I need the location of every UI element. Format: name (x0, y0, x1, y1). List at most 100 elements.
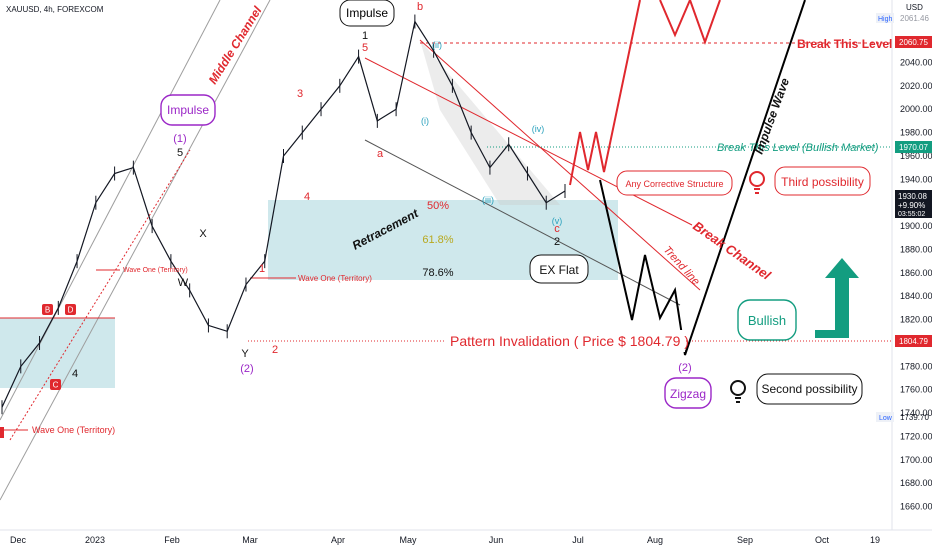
y-tick-label: 1680.00 (900, 478, 932, 488)
wave-i: (i) (421, 116, 429, 126)
low-value: 1739.70 (900, 413, 929, 422)
bullish-box (737, 299, 797, 341)
y-tick-label: 1720.00 (900, 431, 932, 441)
wave-a: a (377, 148, 384, 160)
second-possibility-path (599, 0, 806, 356)
impulse-top-box (339, 0, 395, 27)
channel-lower (0, 0, 271, 501)
y-tick-label: 2000.00 (900, 104, 932, 114)
second-possibility-box (756, 373, 863, 405)
wave-iii: (iii) (482, 195, 494, 205)
wave-one-territory-mid: Wave One (Territory) (123, 267, 188, 274)
y-tick-label: 1960.00 (900, 151, 932, 161)
triangle-zone (420, 40, 560, 205)
currency-label: USD (906, 3, 923, 12)
break-level-badge (895, 36, 932, 48)
wave-v: (v) (552, 216, 563, 226)
y-tick-label: 1860.00 (900, 268, 932, 278)
box-b-marker (42, 304, 53, 315)
impulse-left-label: Impulse (167, 103, 209, 117)
x-tick-label: Apr (331, 535, 345, 545)
invalidation-badge (895, 335, 932, 347)
box-c-marker (50, 379, 61, 390)
wave-1-black: 1 (362, 30, 368, 42)
box-c-label: C (53, 381, 59, 390)
change-value: +9.90% (898, 201, 925, 210)
countdown-value: 03:55:02 (898, 211, 925, 218)
high-tag-bg (876, 13, 894, 23)
x-tick-label: Aug (647, 535, 663, 545)
zigzag-label: Zigzag (670, 387, 706, 401)
fib-618-label: 61.8% (422, 234, 453, 246)
fib-50-label: 50% (427, 200, 449, 212)
y-tick-label: 2040.00 (900, 57, 932, 67)
bullish-label: Bullish (748, 313, 786, 328)
wave-iv: (iv) (532, 124, 545, 134)
wave-4-red: 4 (304, 191, 310, 203)
wave-one-territory-bottom: Wave One (Territory) (32, 425, 115, 435)
y-tick-label: 1780.00 (900, 361, 932, 371)
y-tick-label: 1980.00 (900, 128, 932, 138)
any-corrective-label: Any Corrective Structure (625, 179, 723, 189)
y-tick-label: 1840.00 (900, 291, 932, 301)
x-tick-label: Sep (737, 535, 753, 545)
wave-2-zigzag: (2) (678, 362, 691, 374)
channel-upper (0, 0, 221, 421)
top-zigzag-path (659, 0, 721, 45)
y-tick-label: 1660.00 (900, 502, 932, 512)
lightbulb-black-icon (730, 380, 746, 403)
wave-ii: (ii) (432, 40, 442, 50)
pattern-invalidation-label: Pattern Invalidation ( Price $ 1804.79 ) (450, 333, 689, 349)
third-possibility-path (569, 0, 641, 186)
current-price-value: 1930.08 (898, 192, 927, 201)
x-tick-label: 19 (870, 535, 880, 545)
wave-1-purple: (1) (173, 133, 186, 145)
y-tick-label: 1820.00 (900, 315, 932, 325)
y-tick-label: 1760.00 (900, 385, 932, 395)
x-tick-label: Dec (10, 535, 27, 545)
base-channel-line (364, 139, 681, 306)
y-tick-label: 1900.00 (900, 221, 932, 231)
low-tag: Low (879, 415, 893, 422)
wave-2-purple: (2) (240, 363, 253, 375)
impulse-left-box (160, 94, 216, 126)
trend-line (419, 39, 701, 291)
y-tick-label: 1740.00 (900, 408, 932, 418)
wave-c: c (554, 223, 560, 235)
wave-5-red: 5 (362, 42, 368, 54)
ex-flat-box (529, 254, 589, 284)
current-price-badge (895, 190, 932, 218)
invalidation-label-bg (445, 330, 685, 352)
y-axis: 1660.00 1680.00 1700.00 1720.00 1740.00 1760.… (900, 57, 932, 511)
break-level-bullish-label: Break This Level (Bullish Market) (717, 142, 879, 154)
price-line (1, 19, 566, 408)
x-tick-label: Feb (164, 535, 180, 545)
bullish-level-badge (895, 141, 932, 153)
box-b-label: B (45, 306, 50, 315)
x-tick-label: Mar (242, 535, 258, 545)
wave-one-territory-right: Wave One (Territory) (298, 274, 372, 283)
y-tick-label: 1880.00 (900, 244, 932, 254)
break-level-value: 2060.75 (899, 38, 928, 47)
x-tick-label: Jun (489, 535, 504, 545)
wave-b: b (417, 1, 423, 13)
wave-w: W (178, 277, 189, 289)
wave-3-red: 3 (297, 88, 303, 100)
wave-5-black: 5 (177, 147, 183, 159)
left-consolidation-zone (0, 318, 115, 388)
x-tick-label: Jul (572, 535, 584, 545)
y-tick-label: 1940.00 (900, 174, 932, 184)
price-series (1, 14, 566, 415)
box-d-label: D (68, 306, 74, 315)
wave-1-red: 1 (259, 263, 265, 275)
high-value: 2061.46 (900, 14, 929, 23)
high-tag: High (878, 16, 893, 23)
fib-786-label: 78.6% (422, 267, 453, 279)
wave-one-marker-bottom (0, 427, 4, 438)
wave-x: X (199, 228, 207, 240)
wave-2-black: 2 (554, 236, 560, 248)
ex-flat-label: EX Flat (539, 263, 579, 277)
third-possibility-box (774, 166, 871, 196)
wave-4-left: 4 (72, 368, 78, 380)
